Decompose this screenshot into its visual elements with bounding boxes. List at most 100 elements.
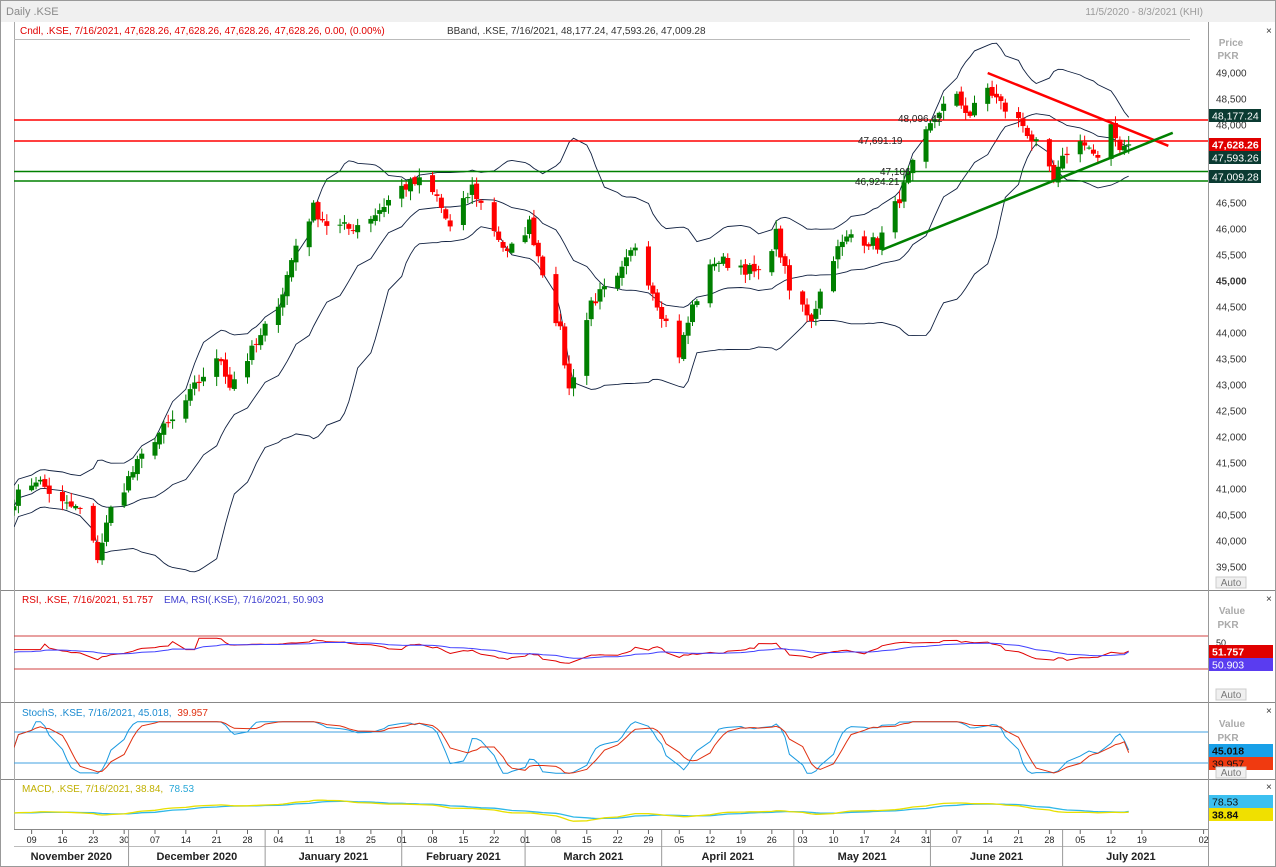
candle [156, 431, 162, 449]
candle [496, 226, 502, 243]
candle [377, 203, 383, 222]
stochastic-panel[interactable]: StochS, .KSE, 7/16/2021, 45.018, 39.957 … [14, 706, 1273, 779]
day-tick-label: 29 [643, 835, 653, 845]
candle [130, 466, 136, 480]
day-tick-label: 26 [767, 835, 777, 845]
svg-text:Auto: Auto [1221, 690, 1242, 701]
macd-line [14, 799, 1129, 822]
candle [963, 97, 969, 120]
day-tick-label: 11 [305, 835, 314, 845]
price-tick-label: 43,500 [1216, 355, 1247, 366]
auto-scale-button-price[interactable]: Auto [1215, 576, 1247, 589]
candle [597, 282, 603, 310]
price-tick-label: 48,500 [1216, 95, 1247, 106]
candle [716, 260, 722, 273]
candle [399, 178, 405, 208]
candle [848, 229, 854, 243]
svg-text:47,009.28: 47,009.28 [1212, 172, 1259, 184]
candle [350, 224, 356, 235]
price-tick-label: 41,500 [1216, 459, 1247, 470]
rsi-axis-title: Value [1219, 606, 1246, 617]
candle [879, 226, 885, 256]
macd-panel[interactable]: MACD, .KSE, 7/16/2021, 38.84, 78.53 78.5… [14, 782, 1273, 822]
candle [958, 86, 964, 109]
candle [769, 249, 775, 276]
rsi-header: RSI, .KSE, 7/16/2021, 51.757 EMA, RSI(.K… [22, 595, 324, 606]
candle [941, 96, 947, 120]
auto-scale-button-rsi[interactable]: Auto [1215, 688, 1247, 701]
candle [368, 215, 374, 233]
candle [372, 208, 378, 226]
day-tick-label: 23 [88, 835, 98, 845]
candle [910, 158, 916, 182]
day-tick-label: 14 [181, 835, 191, 845]
day-tick-label: 21 [212, 835, 222, 845]
candle [835, 239, 841, 269]
candle [659, 301, 665, 328]
candle [434, 189, 440, 202]
day-tick-label: 08 [428, 835, 438, 845]
candle [64, 495, 70, 510]
candle [231, 371, 237, 391]
price-panel[interactable]: Cndl, .KSE, 7/16/2021, 47,628.26, 47,628… [12, 26, 1273, 589]
panel-close-icon[interactable]: × [1266, 706, 1272, 717]
candle [773, 220, 779, 257]
candle [1082, 135, 1088, 151]
candle [1029, 130, 1035, 151]
candle [412, 175, 418, 186]
svg-text:47,593.26: 47,593.26 [1212, 153, 1259, 165]
rsi-panel[interactable]: RSI, .KSE, 7/16/2021, 51.757 EMA, RSI(.K… [14, 594, 1273, 701]
candle [152, 437, 158, 460]
green-trendline[interactable] [881, 131, 1174, 251]
candle [196, 374, 202, 392]
price-tick-label: 44,500 [1216, 303, 1247, 314]
day-tick-label: 07 [952, 835, 962, 845]
candle [923, 126, 929, 169]
day-tick-label: 30 [119, 835, 129, 845]
badge-bb-lower: 47,009.28 [1209, 170, 1261, 184]
svg-text:45.018: 45.018 [1212, 746, 1244, 758]
candle [526, 215, 532, 239]
horizontal-levels [14, 119, 1208, 182]
panel-close-icon[interactable]: × [1266, 782, 1272, 793]
candle [284, 271, 290, 305]
panel-close-icon[interactable]: × [1266, 594, 1272, 605]
month-label: January 2021 [299, 851, 369, 863]
svg-text:Auto: Auto [1221, 578, 1242, 589]
candle [800, 290, 806, 312]
candle [522, 227, 528, 244]
candle [447, 214, 453, 232]
trendlines [881, 71, 1174, 251]
price-header-bband: BBand, .KSE, 7/16/2021, 48,177.24, 47,59… [447, 26, 706, 37]
badge-bb-middle: 47,593.26 [1209, 151, 1261, 165]
rsi-ema-line [14, 641, 1129, 659]
red-trendline[interactable] [987, 71, 1169, 147]
month-label: June 2021 [970, 851, 1023, 863]
candle [192, 375, 198, 396]
price-axis-title: Price [1219, 38, 1244, 49]
candle [747, 262, 753, 281]
candle [460, 190, 466, 231]
bb-middle-line [14, 113, 1129, 508]
candle [1055, 160, 1061, 188]
svg-text:38.84: 38.84 [1212, 810, 1238, 822]
candle [1064, 146, 1070, 164]
auto-scale-button-stoch[interactable]: Auto [1215, 766, 1247, 779]
day-tick-label: 04 [273, 835, 283, 845]
candle [804, 298, 810, 323]
candle [623, 249, 629, 275]
candle [165, 414, 171, 428]
panel-close-icon[interactable]: × [1266, 26, 1272, 37]
price-tick-label: 49,000 [1216, 69, 1247, 80]
stoch-axis-unit: PKR [1217, 733, 1239, 744]
candle [742, 259, 748, 283]
month-label: July 2021 [1106, 851, 1156, 863]
candle [870, 232, 876, 250]
candle [386, 195, 392, 214]
candle [875, 236, 881, 254]
candle [108, 505, 114, 526]
candle [42, 474, 48, 489]
month-label: February 2021 [426, 851, 501, 863]
candle [438, 193, 444, 214]
